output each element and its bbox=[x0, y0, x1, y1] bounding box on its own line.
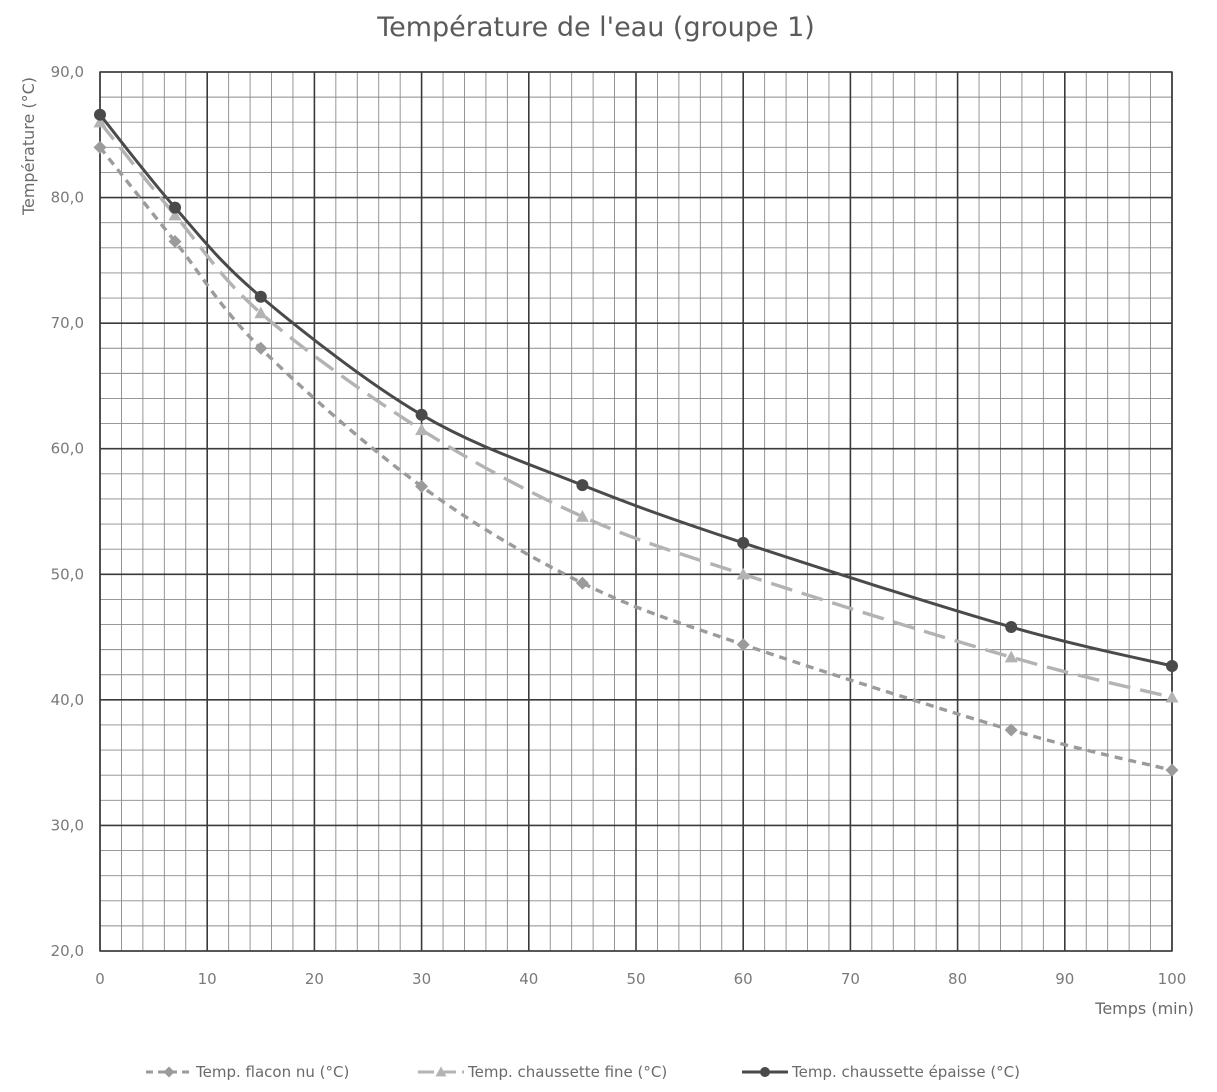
series-1 bbox=[93, 140, 1179, 777]
legend-marker bbox=[760, 1067, 770, 1077]
y-axis-label: Température (°C) bbox=[19, 77, 38, 216]
data-point bbox=[1165, 690, 1179, 703]
x-tick-label: 100 bbox=[1158, 970, 1187, 988]
data-point bbox=[415, 479, 429, 493]
data-point bbox=[168, 208, 182, 221]
y-tick-label: 20,0 bbox=[51, 942, 84, 960]
legend-item: Temp. chaussette fine (°C) bbox=[418, 1063, 667, 1081]
legend-marker bbox=[163, 1066, 175, 1078]
y-tick-label: 50,0 bbox=[51, 565, 84, 583]
series-line bbox=[98, 113, 1173, 668]
major-grid bbox=[99, 71, 1173, 952]
data-point bbox=[575, 510, 589, 522]
legend-item: Temp. chaussette épaisse (°C) bbox=[742, 1063, 1020, 1081]
data-point bbox=[1005, 621, 1018, 634]
series-2 bbox=[93, 115, 1179, 703]
legend-item: Temp. flacon nu (°C) bbox=[146, 1063, 349, 1081]
data-point bbox=[94, 108, 106, 121]
data-point bbox=[575, 576, 589, 590]
x-tick-label: 80 bbox=[948, 970, 967, 988]
legend-label: Temp. chaussette épaisse (°C) bbox=[791, 1063, 1020, 1081]
x-tick-label: 70 bbox=[841, 970, 860, 988]
data-point bbox=[169, 201, 182, 214]
x-tick-label: 50 bbox=[626, 970, 645, 988]
legend-marker bbox=[435, 1066, 447, 1077]
y-tick-label: 90,0 bbox=[51, 63, 84, 81]
y-tick-label: 30,0 bbox=[51, 816, 84, 834]
series-layer bbox=[93, 108, 1179, 777]
data-point bbox=[736, 567, 750, 580]
x-axis-label: Temps (min) bbox=[1094, 999, 1194, 1018]
y-tick-label: 80,0 bbox=[51, 189, 84, 207]
data-point bbox=[254, 341, 268, 355]
data-point bbox=[168, 235, 182, 249]
y-tick-label: 60,0 bbox=[51, 440, 84, 458]
x-tick-labels: 0 10 20 30 40 50 60 70 80 90 100 bbox=[95, 970, 1186, 988]
minor-grid bbox=[100, 72, 1172, 951]
data-point bbox=[1166, 659, 1178, 672]
x-tick-label: 60 bbox=[734, 970, 753, 988]
data-point bbox=[415, 408, 428, 421]
plot-frame bbox=[99, 71, 1173, 952]
data-point bbox=[736, 638, 750, 652]
series-line bbox=[98, 121, 1173, 699]
chart-title: Température de l'eau (groupe 1) bbox=[376, 12, 815, 43]
x-tick-label: 30 bbox=[412, 970, 431, 988]
data-point bbox=[93, 140, 107, 154]
x-tick-label: 40 bbox=[519, 970, 538, 988]
y-tick-label: 40,0 bbox=[51, 691, 84, 709]
series-line bbox=[98, 146, 1173, 772]
data-point bbox=[254, 290, 267, 303]
y-tick-label: 70,0 bbox=[51, 314, 84, 332]
data-point bbox=[1004, 650, 1018, 663]
data-point bbox=[576, 479, 589, 492]
legend-label: Temp. chaussette fine (°C) bbox=[467, 1063, 667, 1081]
data-point bbox=[415, 423, 429, 436]
data-point bbox=[1004, 723, 1018, 737]
y-tick-labels: 20,0 30,0 40,0 50,0 60,0 70,0 80,0 90,0 bbox=[51, 63, 84, 960]
x-tick-label: 0 bbox=[95, 970, 105, 988]
data-point bbox=[737, 536, 750, 549]
x-tick-label: 10 bbox=[198, 970, 217, 988]
data-point bbox=[254, 306, 268, 319]
x-tick-label: 20 bbox=[305, 970, 324, 988]
data-point bbox=[1165, 763, 1179, 777]
x-tick-label: 90 bbox=[1055, 970, 1074, 988]
legend-label: Temp. flacon nu (°C) bbox=[195, 1063, 349, 1081]
series-3 bbox=[94, 108, 1178, 672]
data-point bbox=[93, 115, 107, 128]
legend: Temp. flacon nu (°C) Temp. chaussette fin… bbox=[146, 1063, 1020, 1081]
